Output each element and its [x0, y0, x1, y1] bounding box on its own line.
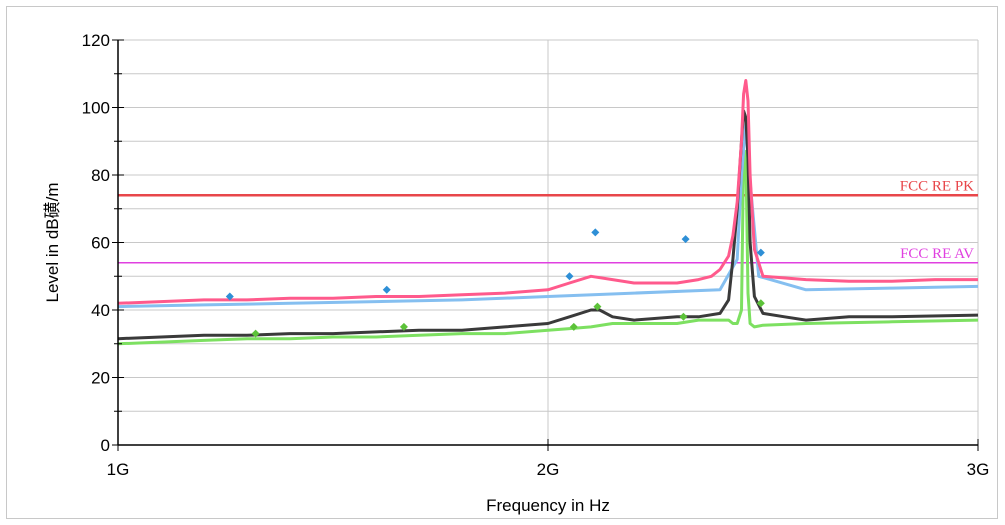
marker-point	[679, 312, 688, 321]
y-tick-label: 80	[91, 166, 110, 185]
marker-point	[591, 228, 600, 237]
x-tick-label: 2G	[537, 460, 560, 479]
y-tick-label: 20	[91, 369, 110, 388]
limit-lines: FCC RE PK FCC RE AV	[118, 178, 978, 264]
marker-point	[565, 272, 574, 281]
y-tick-label: 120	[82, 31, 110, 50]
axes	[112, 39, 979, 451]
x-axis-title: Frequency in Hz	[486, 496, 610, 515]
marker-point	[681, 235, 690, 244]
series-line	[117, 79, 978, 305]
chart-frame	[6, 6, 998, 519]
marker-point	[569, 322, 578, 331]
marker-point	[225, 292, 234, 301]
limit-label: FCC RE AV	[900, 246, 974, 262]
marker-point	[593, 302, 602, 311]
series-line	[117, 122, 979, 309]
series-line	[117, 149, 979, 346]
marker-point	[756, 299, 765, 308]
marker-group	[225, 228, 765, 338]
marker-point	[756, 248, 765, 257]
marker-point	[399, 322, 408, 331]
x-tick-label: 1G	[107, 460, 130, 479]
series-group	[117, 79, 979, 346]
y-tick-label: 0	[101, 436, 110, 455]
y-tick-label: 40	[91, 301, 110, 320]
grid-lines	[117, 39, 979, 446]
y-tick-label: 60	[91, 234, 110, 253]
y-tick-label: 100	[82, 99, 110, 118]
tick-labels: 0 20 40 60 80 100 120 1G 2G 3G	[82, 31, 990, 479]
y-axis-title: Level in dB磺/m	[43, 183, 62, 303]
marker-point	[382, 285, 391, 294]
marker-point	[251, 329, 260, 338]
x-tick-label: 3G	[967, 460, 990, 479]
limit-label: FCC RE PK	[900, 178, 974, 194]
